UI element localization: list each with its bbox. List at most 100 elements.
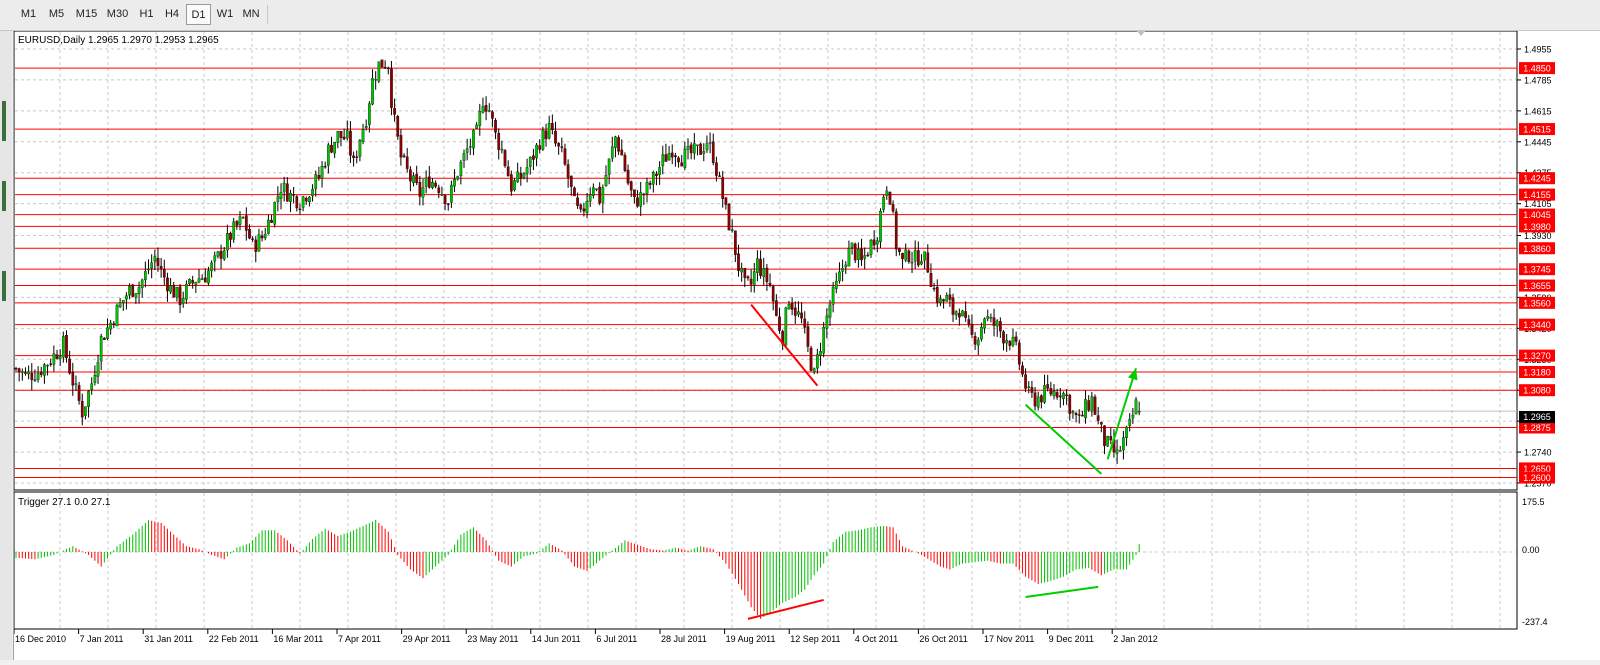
timeframe-button-m1[interactable]: M1 [20, 8, 37, 20]
candle-body [118, 302, 122, 308]
candle-body [415, 173, 419, 183]
level-tag-text: 1.3860 [1523, 244, 1551, 254]
candle-body [1055, 392, 1059, 398]
candle-body [386, 67, 390, 70]
candle-body [516, 171, 519, 183]
candle-body [1093, 396, 1097, 415]
candle-body [1036, 396, 1040, 408]
candle-body [178, 286, 182, 306]
candle-body [674, 155, 677, 158]
candle-body [1046, 384, 1050, 389]
candle-body [285, 183, 289, 202]
indicator-panel[interactable] [13, 491, 1518, 630]
candle-body [90, 383, 94, 390]
candle-body [87, 390, 90, 407]
ohlc-label: 1.2965 1.2970 1.2953 1.2965 [88, 35, 219, 46]
timeframe-button-mn[interactable]: MN [242, 8, 260, 20]
candle-body [885, 190, 889, 196]
candle-body [576, 197, 579, 206]
date-label: 4 Oct 2011 [855, 634, 898, 644]
candle-body [1058, 395, 1062, 398]
candle-body [1109, 436, 1113, 441]
timeframe-button-d1[interactable]: D1 [186, 4, 211, 25]
candle-body [661, 154, 665, 167]
candle-body [822, 326, 826, 354]
candle-body [1040, 395, 1043, 403]
candle-body [718, 175, 721, 177]
candle-body [219, 250, 223, 259]
timeframe-button-h4[interactable]: H4 [164, 8, 180, 20]
candle-body [166, 277, 169, 292]
candle-body [964, 311, 968, 318]
candle-body [229, 232, 232, 240]
candle-body [746, 276, 750, 279]
candle-body [500, 148, 504, 151]
candle-body [604, 175, 608, 186]
price-panel[interactable] [13, 30, 1518, 491]
date-label: 29 Apr 2011 [403, 634, 451, 644]
candle-body [421, 187, 425, 198]
chart-svg[interactable]: EURUSD,Daily 1.2965 1.2970 1.2953 1.2965… [13, 30, 1600, 660]
candle-body [778, 316, 781, 331]
timeframe-button-w1[interactable]: W1 [216, 8, 234, 20]
candle-body [756, 258, 759, 273]
candle-body [551, 123, 554, 131]
candle-body [352, 155, 355, 159]
candle-body [686, 145, 690, 150]
candle-body [58, 356, 62, 360]
current-price-tag-text: 1.2965 [1523, 412, 1551, 422]
candle-body [443, 195, 447, 205]
level-tag-text: 1.4245 [1523, 174, 1551, 184]
candle-body [1115, 449, 1119, 454]
level-tag-box [1519, 188, 1555, 201]
candle-body [528, 157, 532, 167]
candle-body [598, 186, 602, 204]
level-tag-box [1519, 471, 1555, 484]
indicator-scale-max: 175.5 [1522, 497, 1545, 507]
candle-body [497, 132, 501, 150]
candle-body [834, 280, 838, 289]
candle-body [191, 280, 195, 284]
candle-body [361, 129, 365, 142]
candle-body [1122, 437, 1125, 451]
candle-body [188, 279, 191, 285]
chart-shift-marker-icon[interactable] [1137, 31, 1145, 36]
level-tag-box [1519, 263, 1555, 276]
candle-body [860, 248, 863, 261]
candle-body [784, 307, 788, 346]
candle-body [1068, 394, 1072, 414]
candle-body [872, 239, 876, 246]
candle-body [509, 174, 513, 192]
candle-body [1090, 396, 1094, 412]
chart-window[interactable]: EURUSD,Daily 1.2965 1.2970 1.2953 1.2965… [13, 30, 1600, 660]
timeframe-button-h1[interactable]: H1 [139, 8, 154, 20]
candle-body [301, 196, 305, 208]
candle-body [399, 135, 403, 158]
price-scale-label: 1.4105 [1524, 199, 1552, 209]
candle-body [238, 216, 242, 225]
candle-body [727, 203, 731, 231]
level-tag-text: 1.3980 [1523, 222, 1551, 232]
date-label: 7 Jan 2011 [80, 634, 124, 644]
candle-body [579, 204, 583, 210]
candle-body [819, 351, 822, 356]
trigger-histogram [15, 520, 1140, 619]
candle-body [976, 339, 980, 346]
candle-body [162, 269, 166, 278]
window-left-edge [0, 31, 12, 660]
candle-body [626, 169, 630, 184]
level-tag-text: 1.4850 [1523, 64, 1551, 74]
level-lines [15, 67, 1517, 479]
candle-body [664, 154, 668, 162]
candle-body [503, 150, 507, 167]
candle-body [282, 182, 286, 192]
level-tag-box [1519, 242, 1555, 255]
date-label: 16 Dec 2010 [15, 634, 66, 644]
timeframe-button-m5[interactable]: M5 [48, 8, 65, 20]
candle-body [216, 251, 220, 257]
timeframe-button-m30[interactable]: M30 [106, 8, 129, 20]
level-tag-text: 1.4155 [1523, 190, 1551, 200]
timeframe-button-m15[interactable]: M15 [75, 8, 98, 20]
candle-body [806, 326, 810, 347]
level-tag-text: 1.2875 [1523, 423, 1551, 433]
